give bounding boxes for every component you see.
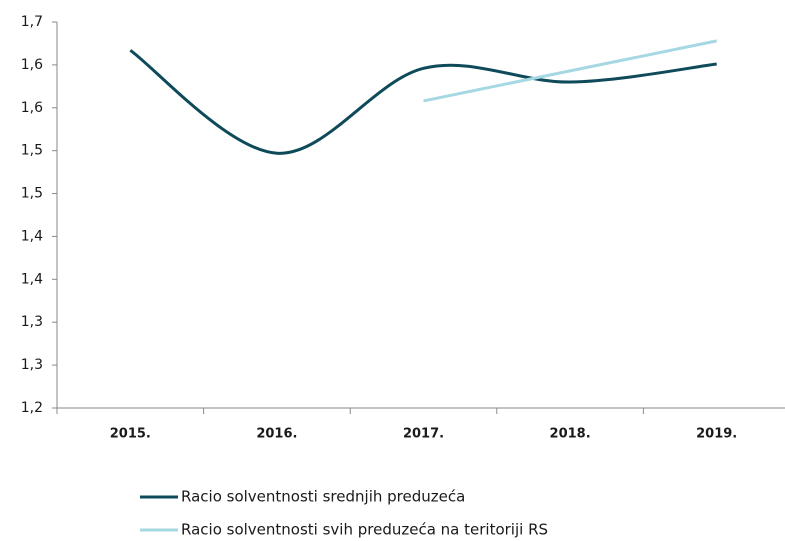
y-tick-label: 1,5	[21, 186, 43, 202]
x-tick-label: 2016.	[256, 427, 297, 442]
y-tick-label: 1,6	[21, 100, 43, 116]
y-tick-label: 1,3	[21, 357, 43, 373]
x-tick-label: 2018.	[550, 427, 591, 442]
y-tick-label: 1,6	[21, 57, 43, 73]
y-tick-label: 1,4	[21, 228, 43, 244]
legend-label: Racio solventnosti srednjih preduzeća	[181, 488, 465, 506]
y-tick-label: 1,7	[21, 14, 43, 30]
y-tick-label: 1,2	[21, 400, 43, 416]
x-tick-label: 2015.	[110, 427, 151, 442]
line-series	[423, 39, 718, 103]
line-series	[129, 49, 717, 155]
y-tick-label: 1,4	[21, 271, 43, 287]
y-tick-label: 1,3	[21, 314, 43, 330]
x-tick-label: 2017.	[403, 427, 444, 442]
legend-label: Racio solventnosti svih preduzeća na ter…	[181, 521, 548, 539]
y-tick-label: 1,5	[21, 143, 43, 159]
x-tick-label: 2019.	[696, 427, 737, 442]
